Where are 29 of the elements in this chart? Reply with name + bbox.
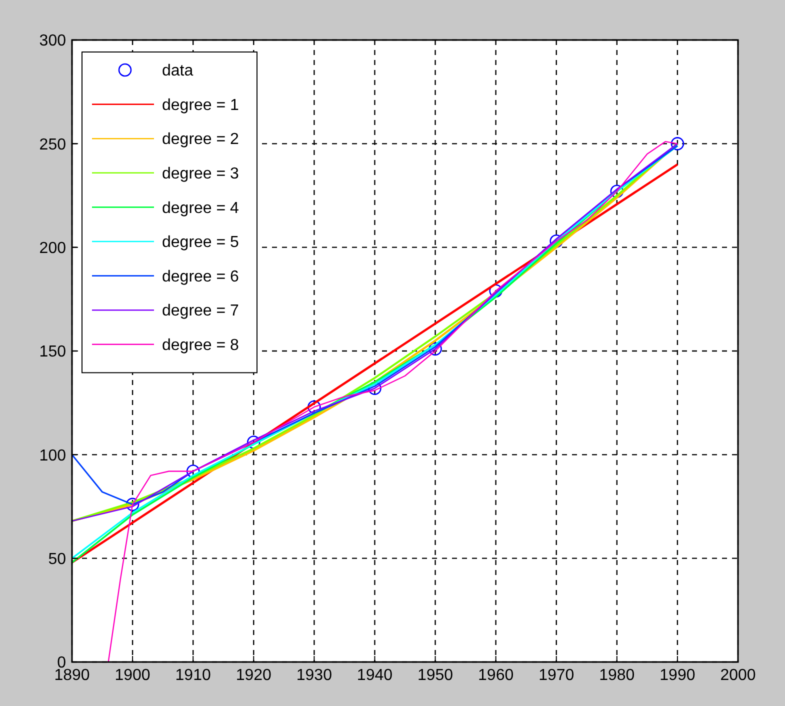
legend-label: degree = 2	[162, 131, 240, 148]
legend-label: degree = 1	[162, 96, 240, 114]
y-tick-label: 100	[39, 447, 66, 464]
point	[126, 498, 140, 512]
point	[428, 342, 442, 356]
y-tick-label: 50	[48, 550, 66, 568]
x-tick-label: 1900	[114, 667, 150, 684]
y-tick-label: 250	[39, 136, 66, 154]
point	[670, 137, 684, 150]
legend-label: degree = 3	[162, 166, 240, 182]
x-tick-label: 1970	[538, 667, 574, 684]
y-tick-label: 150	[39, 344, 66, 361]
y-tick-label: 300	[39, 32, 66, 50]
x-tick-label: 1980	[599, 667, 635, 684]
x-tick-label: 1940	[356, 667, 393, 684]
x-tick-label: 2000	[720, 667, 756, 684]
x-tick-label: 1920	[236, 667, 272, 684]
x-tick-label: 1910	[175, 667, 211, 684]
legend-label: degree = 5	[162, 234, 240, 252]
x-tick-label: 1950	[417, 667, 454, 684]
legend-label: degree = 7	[162, 302, 240, 320]
legend-label: data	[162, 62, 194, 80]
y-tick-label: 200	[39, 240, 66, 257]
legend-label: degree = 6	[162, 268, 240, 286]
x-tick-label: 1960	[478, 667, 514, 684]
x-tick-label: 1990	[660, 667, 696, 684]
x-tick-label: 1930	[296, 667, 332, 684]
legend-label: degree = 4	[162, 200, 240, 217]
legend-label: degree = 8	[162, 337, 240, 354]
